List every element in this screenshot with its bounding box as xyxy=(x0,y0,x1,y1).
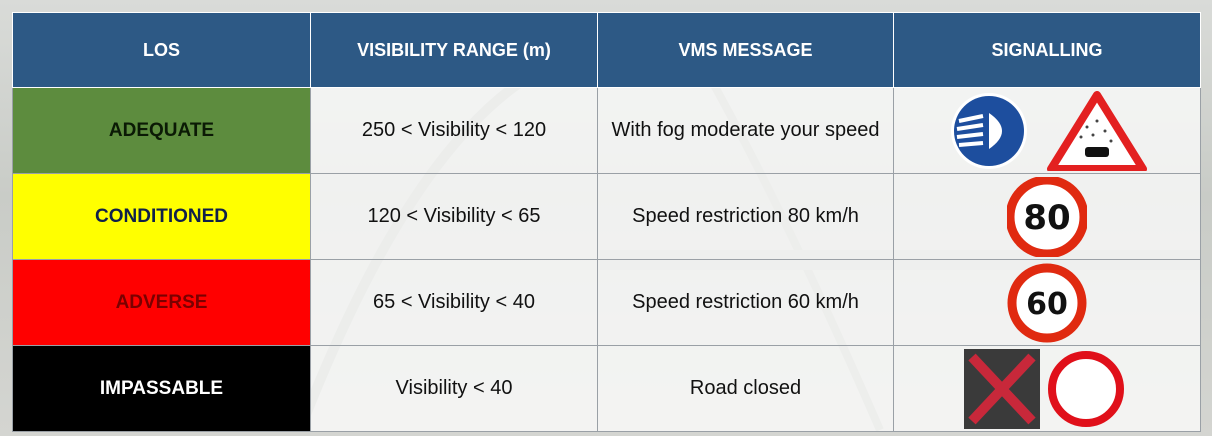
fog-signs xyxy=(937,91,1157,171)
message-cell: Speed restriction 80 km/h xyxy=(598,174,894,260)
signalling-cell: 60 xyxy=(894,260,1201,346)
signalling-cell: 80 xyxy=(894,174,1201,260)
closure-signs xyxy=(962,347,1132,431)
message-cell: With fog moderate your speed xyxy=(598,88,894,174)
page: LOS VISIBILITY RANGE (m) VMS MESSAGE SIG… xyxy=(0,0,1212,436)
header-cell: VISIBILITY RANGE (m) xyxy=(311,13,598,88)
signalling-cell xyxy=(894,88,1201,174)
table-row: ADEQUATE 250 < Visibility < 120 With fog… xyxy=(13,88,1201,174)
range-cell: 65 < Visibility < 40 xyxy=(311,260,598,346)
los-table: LOS VISIBILITY RANGE (m) VMS MESSAGE SIG… xyxy=(12,12,1201,432)
range-cell: 250 < Visibility < 120 xyxy=(311,88,598,174)
header-cell: LOS xyxy=(13,13,311,88)
range-cell: 120 < Visibility < 65 xyxy=(311,174,598,260)
table-row: CONDITIONED 120 < Visibility < 65 Speed … xyxy=(13,174,1201,260)
speed-sign: 60 xyxy=(1007,263,1087,343)
speed-limit: 60 xyxy=(1026,287,1068,322)
los-cell: ADEQUATE xyxy=(13,88,311,174)
table-row: IMPASSABLE Visibility < 40 Road closed xyxy=(13,346,1201,432)
range-cell: Visibility < 40 xyxy=(311,346,598,432)
message-cell: Road closed xyxy=(598,346,894,432)
header-cell: VMS MESSAGE xyxy=(598,13,894,88)
los-cell: ADVERSE xyxy=(13,260,311,346)
signalling-cell xyxy=(894,346,1201,432)
header-row: LOS VISIBILITY RANGE (m) VMS MESSAGE SIG… xyxy=(13,13,1201,88)
los-cell: IMPASSABLE xyxy=(13,346,311,432)
los-cell: CONDITIONED xyxy=(13,174,311,260)
message-cell: Speed restriction 60 km/h xyxy=(598,260,894,346)
speed-limit: 80 xyxy=(1023,198,1070,238)
table-row: ADVERSE 65 < Visibility < 40 Speed restr… xyxy=(13,260,1201,346)
header-cell: SIGNALLING xyxy=(894,13,1201,88)
speed-sign: 80 xyxy=(1007,177,1087,257)
